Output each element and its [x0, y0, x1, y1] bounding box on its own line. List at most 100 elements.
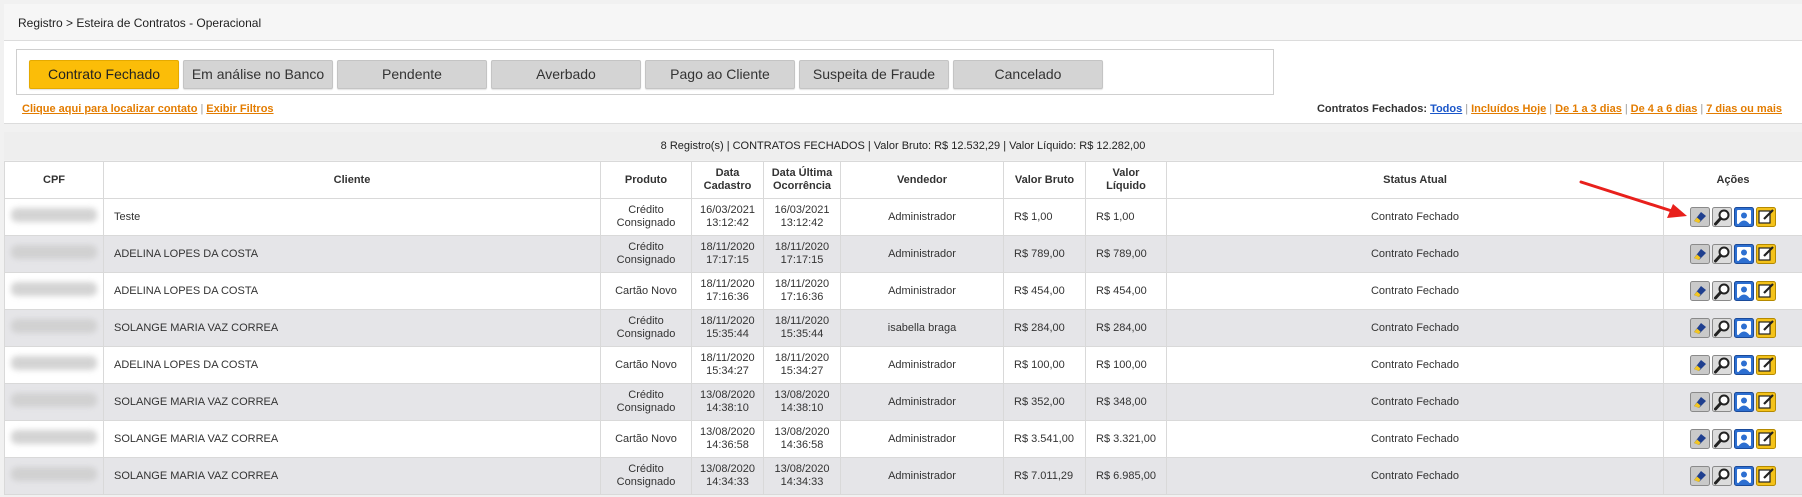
user-profile-icon[interactable] — [1734, 429, 1754, 449]
search-user-icon[interactable] — [1712, 244, 1732, 264]
table-row[interactable]: Teste Crédito Consignado 16/03/2021 13:12:42… — [4, 198, 1802, 236]
user-profile-icon[interactable] — [1734, 281, 1754, 301]
edit-icon[interactable] — [1756, 355, 1776, 375]
table-row[interactable]: SOLANGE MARIA VAZ CORREA Cartão Novo 13/08… — [4, 420, 1802, 458]
vendedor-cell: Administrador — [840, 272, 1004, 310]
cliente-cell[interactable]: SOLANGE MARIA VAZ CORREA — [103, 420, 601, 458]
edit-icon[interactable] — [1756, 392, 1776, 412]
eraser-icon[interactable] — [1690, 392, 1710, 412]
col-data-cadastro[interactable]: Data Cadastro — [691, 161, 764, 199]
edit-icon[interactable] — [1756, 207, 1776, 227]
search-user-icon[interactable] — [1712, 207, 1732, 227]
blurred-cpf — [11, 208, 97, 222]
time-text: 15:35:44 — [706, 328, 749, 340]
cliente-cell[interactable]: SOLANGE MARIA VAZ CORREA — [103, 383, 601, 421]
data-ultima-cell: 16/03/2021 13:12:42 — [763, 198, 841, 236]
filter-4-6-days-link[interactable]: De 4 a 6 dias — [1630, 103, 1698, 115]
table-row[interactable]: SOLANGE MARIA VAZ CORREA Crédito Consignad… — [4, 309, 1802, 347]
eraser-icon[interactable] — [1690, 429, 1710, 449]
table-row[interactable]: ADELINA LOPES DA COSTA Cartão Novo 18/11/2… — [4, 272, 1802, 310]
date-text: 13/08/2020 — [774, 389, 830, 401]
search-user-icon[interactable] — [1712, 355, 1732, 375]
table-row[interactable]: ADELINA LOPES DA COSTA Cartão Novo 18/11/2… — [4, 346, 1802, 384]
search-user-icon[interactable] — [1712, 318, 1732, 338]
link-separator: | — [1465, 103, 1469, 115]
actions-cell — [1663, 198, 1802, 236]
eraser-icon[interactable] — [1690, 318, 1710, 338]
table-row[interactable]: ADELINA LOPES DA COSTA Crédito Consignado 1… — [4, 235, 1802, 273]
vendedor-cell: isabella braga — [840, 309, 1004, 347]
table-row[interactable]: SOLANGE MARIA VAZ CORREA Crédito Consignad… — [4, 383, 1802, 421]
table-row[interactable]: SOLANGE MARIA VAZ CORREA Crédito Consignad… — [4, 457, 1802, 495]
filter-all-link[interactable]: Todos — [1430, 103, 1463, 115]
cpf-cell — [4, 346, 104, 384]
user-profile-icon[interactable] — [1734, 355, 1754, 375]
col-valor-bruto[interactable]: Valor Bruto — [1003, 161, 1086, 199]
user-profile-icon[interactable] — [1734, 466, 1754, 486]
tab-suspeita-de-fraude[interactable]: Suspeita de Fraude — [799, 60, 949, 89]
cliente-cell[interactable]: ADELINA LOPES DA COSTA — [103, 346, 601, 384]
filter-7-days-link[interactable]: 7 dias ou mais — [1706, 103, 1782, 115]
blurred-cpf — [11, 245, 97, 259]
actions-cell — [1663, 420, 1802, 458]
valor-liquido-cell: R$ 348,00 — [1085, 383, 1167, 421]
col-valor-liquido[interactable]: Valor Líquido — [1085, 161, 1167, 199]
edit-icon[interactable] — [1756, 318, 1776, 338]
cpf-cell — [4, 235, 104, 273]
col-label: Cadastro — [703, 180, 752, 192]
user-profile-icon[interactable] — [1734, 318, 1754, 338]
search-user-icon[interactable] — [1712, 429, 1732, 449]
eraser-icon[interactable] — [1690, 355, 1710, 375]
search-user-icon[interactable] — [1712, 466, 1732, 486]
col-produto[interactable]: Produto — [600, 161, 692, 199]
show-filters-link[interactable]: Exibir Filtros — [206, 103, 274, 115]
cliente-cell[interactable]: SOLANGE MARIA VAZ CORREA — [103, 309, 601, 347]
cpf-cell — [4, 272, 104, 310]
valor-bruto-cell: R$ 352,00 — [1003, 383, 1086, 421]
cpf-cell — [4, 420, 104, 458]
col-label: Valor — [1112, 167, 1140, 179]
filter-today-link[interactable]: Incluídos Hoje — [1471, 103, 1547, 115]
link-separator: | — [1549, 103, 1553, 115]
eraser-icon[interactable] — [1690, 207, 1710, 227]
cliente-cell[interactable]: ADELINA LOPES DA COSTA — [103, 272, 601, 310]
col-cpf[interactable]: CPF — [4, 161, 104, 199]
search-user-icon[interactable] — [1712, 281, 1732, 301]
actions-cell — [1663, 235, 1802, 273]
filter-1-3-days-link[interactable]: De 1 a 3 dias — [1555, 103, 1622, 115]
produto-line-1: Crédito — [628, 463, 664, 475]
tab-cancelado[interactable]: Cancelado — [953, 60, 1103, 89]
locate-contact-link[interactable]: Clique aqui para localizar contato — [22, 103, 198, 115]
cliente-cell[interactable]: ADELINA LOPES DA COSTA — [103, 235, 601, 273]
data-ultima-cell: 18/11/2020 17:16:36 — [763, 272, 841, 310]
produto-cell: Crédito Consignado — [600, 457, 692, 495]
eraser-icon[interactable] — [1690, 281, 1710, 301]
blurred-cpf — [11, 319, 97, 333]
user-profile-icon[interactable] — [1734, 244, 1754, 264]
col-status-atual[interactable]: Status Atual — [1166, 161, 1664, 199]
col-data-ultima-ocorrencia[interactable]: Data Última Ocorrência — [763, 161, 841, 199]
col-vendedor[interactable]: Vendedor — [840, 161, 1004, 199]
user-profile-icon[interactable] — [1734, 207, 1754, 227]
status-cell: Contrato Fechado — [1166, 457, 1664, 495]
search-user-icon[interactable] — [1712, 392, 1732, 412]
tab-contrato-fechado[interactable]: Contrato Fechado — [29, 60, 179, 89]
cliente-cell[interactable]: Teste — [103, 198, 601, 236]
edit-icon[interactable] — [1756, 281, 1776, 301]
tab-em-analise-no-banco[interactable]: Em análise no Banco — [183, 60, 333, 89]
tab-averbado[interactable]: Averbado — [491, 60, 641, 89]
col-cliente[interactable]: Cliente — [103, 161, 601, 199]
edit-icon[interactable] — [1756, 466, 1776, 486]
eraser-icon[interactable] — [1690, 466, 1710, 486]
cliente-cell[interactable]: SOLANGE MARIA VAZ CORREA — [103, 457, 601, 495]
edit-icon[interactable] — [1756, 244, 1776, 264]
actions-cell — [1663, 383, 1802, 421]
user-profile-icon[interactable] — [1734, 392, 1754, 412]
cpf-cell — [4, 457, 104, 495]
data-ultima-cell: 13/08/2020 14:34:33 — [763, 457, 841, 495]
status-cell: Contrato Fechado — [1166, 198, 1664, 236]
edit-icon[interactable] — [1756, 429, 1776, 449]
eraser-icon[interactable] — [1690, 244, 1710, 264]
tab-pendente[interactable]: Pendente — [337, 60, 487, 89]
tab-pago-ao-cliente[interactable]: Pago ao Cliente — [645, 60, 795, 89]
